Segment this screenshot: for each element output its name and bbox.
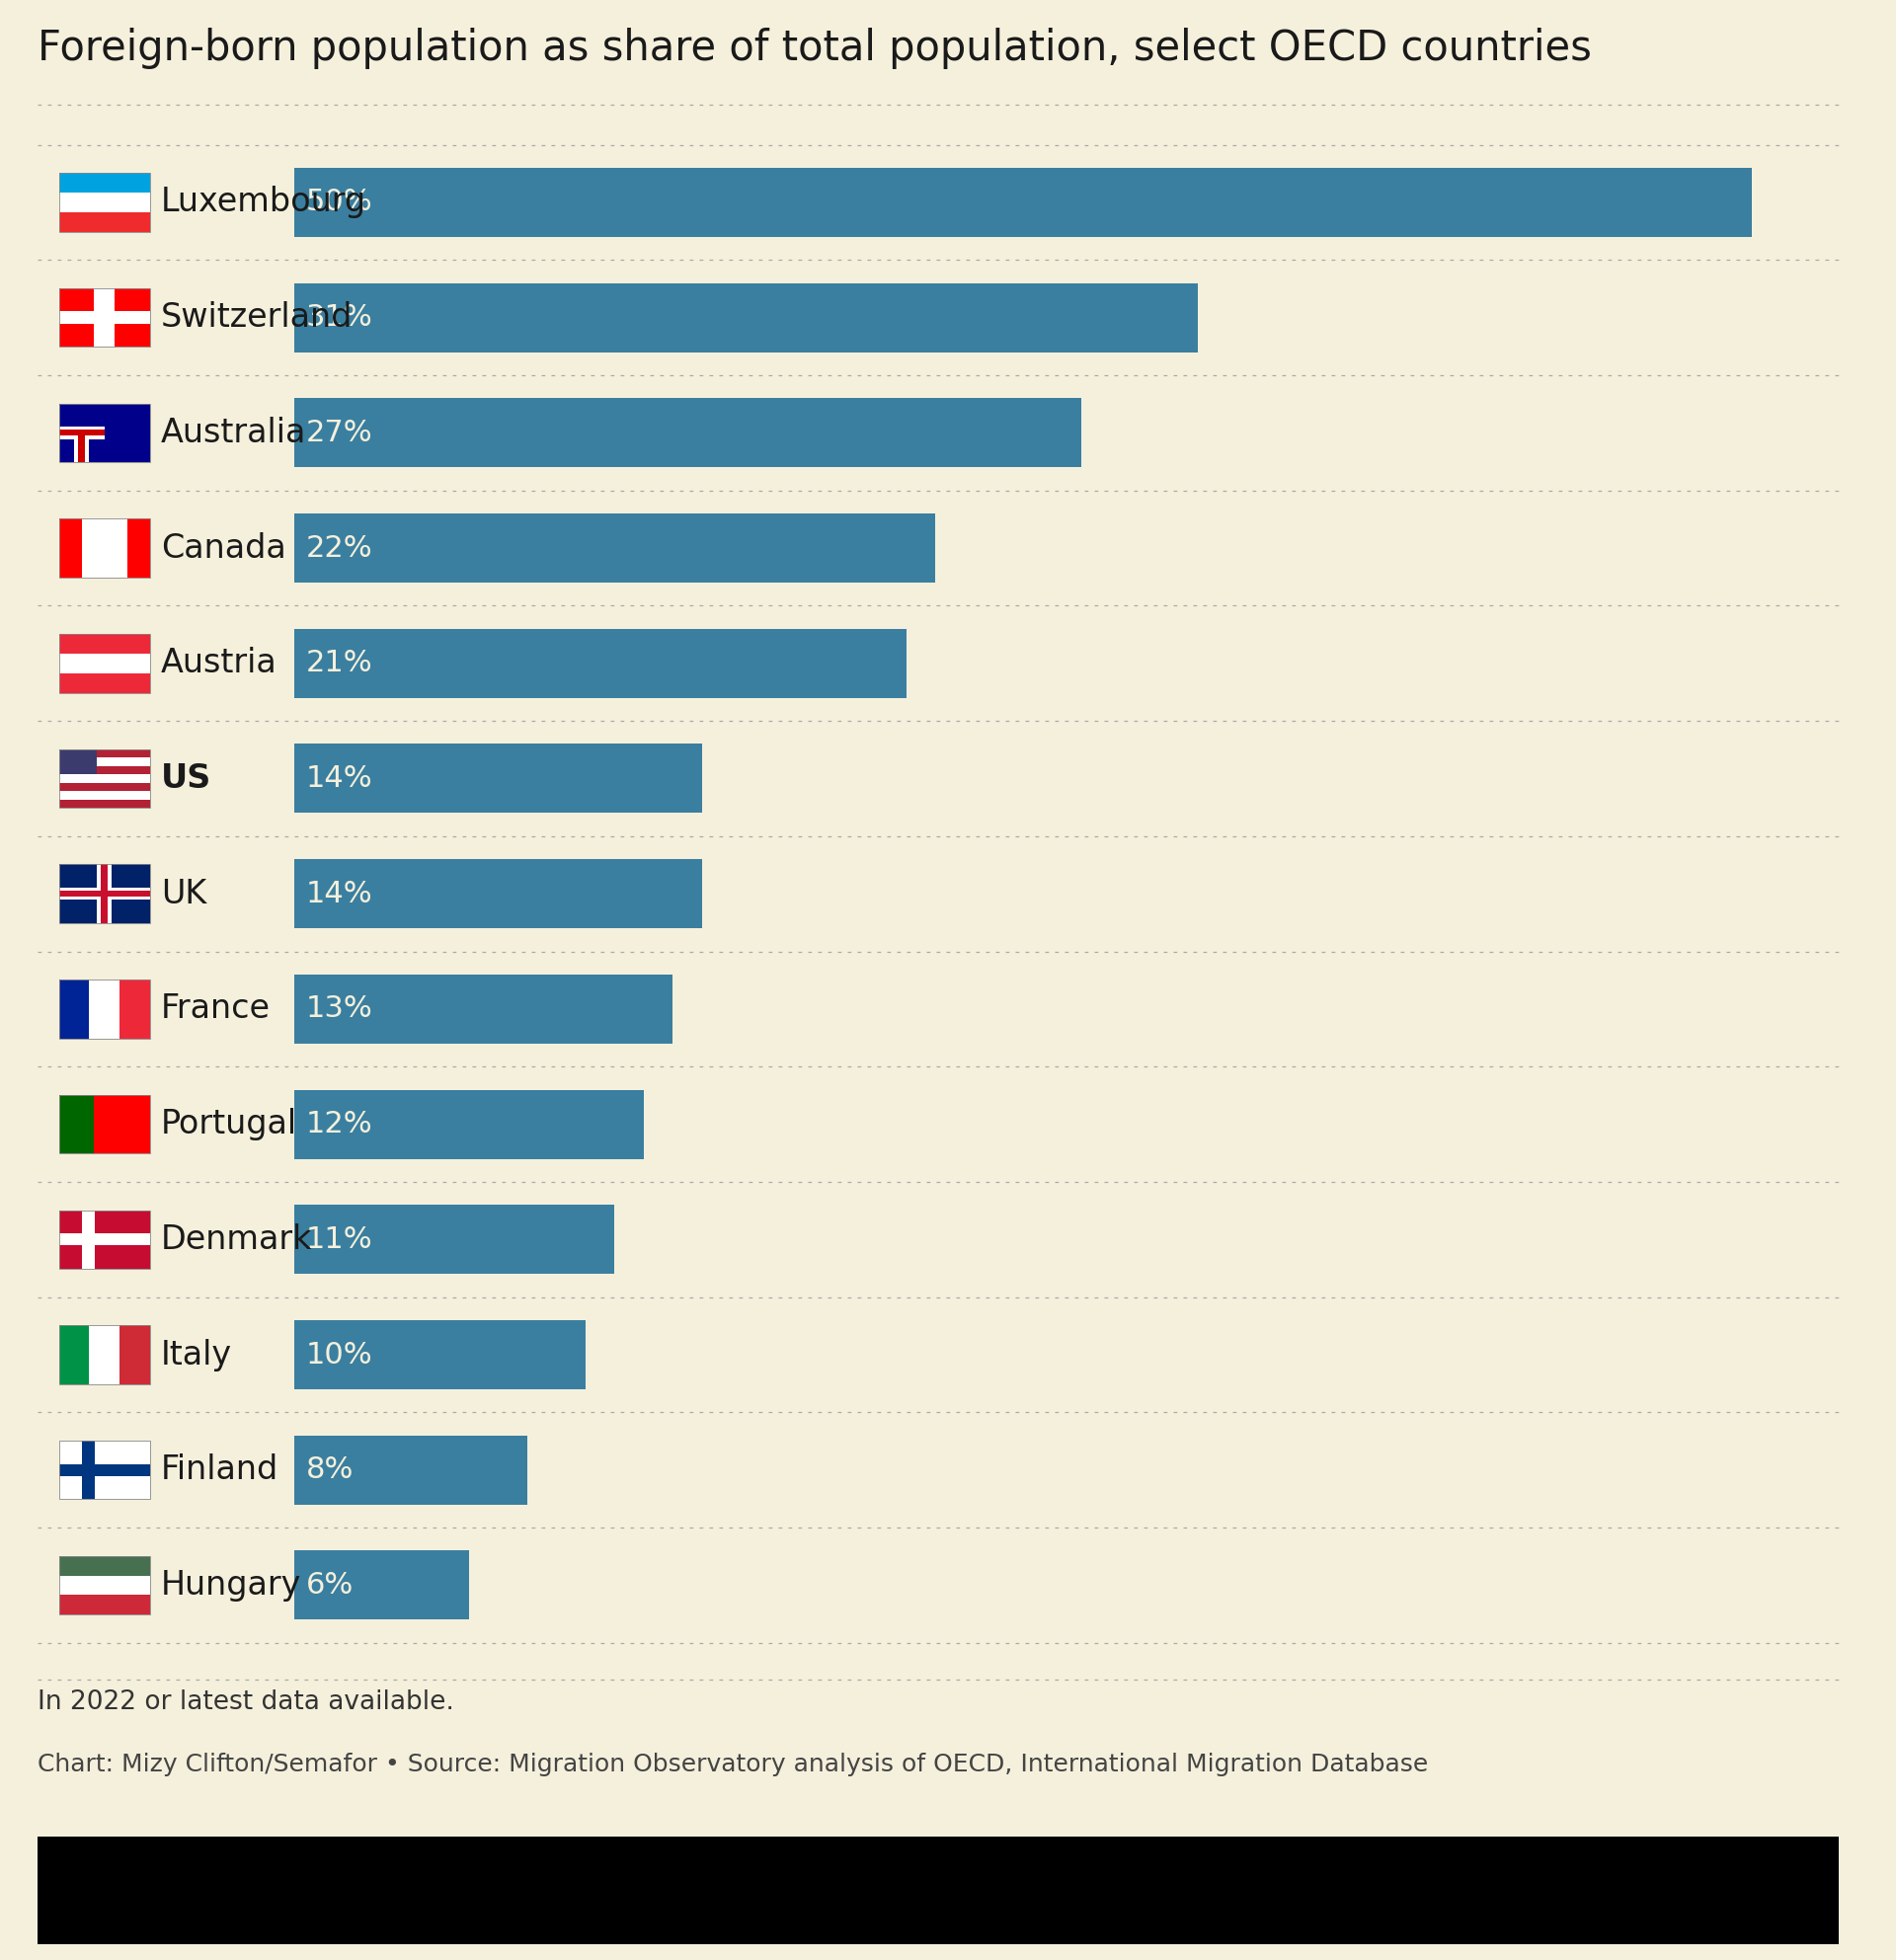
Text: Hungary: Hungary (161, 1568, 301, 1601)
Text: France: France (161, 992, 271, 1025)
Bar (294, 858, 702, 929)
Bar (294, 974, 673, 1043)
Bar (294, 1090, 645, 1158)
Text: In 2022 or latest data available.: In 2022 or latest data available. (38, 1690, 455, 1715)
Text: Australia: Australia (161, 416, 307, 449)
Bar (294, 1321, 586, 1390)
Bar (294, 514, 935, 582)
Bar (294, 745, 702, 813)
Text: Chart: Mizy Clifton/Semafor • Source: Migration Observatory analysis of OECD, In: Chart: Mizy Clifton/Semafor • Source: Mi… (38, 1752, 1428, 1776)
Text: 27%: 27% (305, 419, 372, 447)
Text: 22%: 22% (305, 533, 372, 563)
Bar (294, 1550, 468, 1619)
Text: Finland: Finland (161, 1454, 279, 1486)
Text: Denmark: Denmark (161, 1223, 313, 1256)
Text: Austria: Austria (161, 647, 277, 680)
Text: 10%: 10% (305, 1341, 372, 1368)
Text: Italy: Italy (161, 1339, 233, 1372)
Text: 31%: 31% (305, 304, 372, 331)
Text: Foreign-born population as share of total population, select OECD countries: Foreign-born population as share of tota… (38, 27, 1593, 69)
Text: Portugal: Portugal (161, 1107, 298, 1141)
Text: 14%: 14% (305, 880, 372, 907)
Text: UK: UK (161, 878, 207, 909)
Text: 14%: 14% (305, 764, 372, 794)
Bar (294, 169, 1752, 237)
Bar (294, 282, 1198, 353)
Text: 6%: 6% (305, 1570, 353, 1599)
Bar (294, 1435, 527, 1505)
Text: 50%: 50% (305, 188, 372, 218)
Text: US: US (161, 762, 212, 796)
Bar (294, 398, 1081, 466)
Bar (294, 1205, 614, 1274)
Text: 12%: 12% (305, 1109, 372, 1139)
Text: SEMAFOR: SEMAFOR (95, 1872, 305, 1909)
Text: 21%: 21% (305, 649, 372, 678)
Text: Luxembourg: Luxembourg (161, 186, 366, 220)
Text: 11%: 11% (305, 1225, 372, 1254)
Text: 13%: 13% (305, 994, 372, 1023)
Text: 8%: 8% (305, 1456, 353, 1484)
Text: Switzerland: Switzerland (161, 302, 353, 333)
Bar (294, 629, 906, 698)
Text: Canada: Canada (161, 531, 286, 564)
